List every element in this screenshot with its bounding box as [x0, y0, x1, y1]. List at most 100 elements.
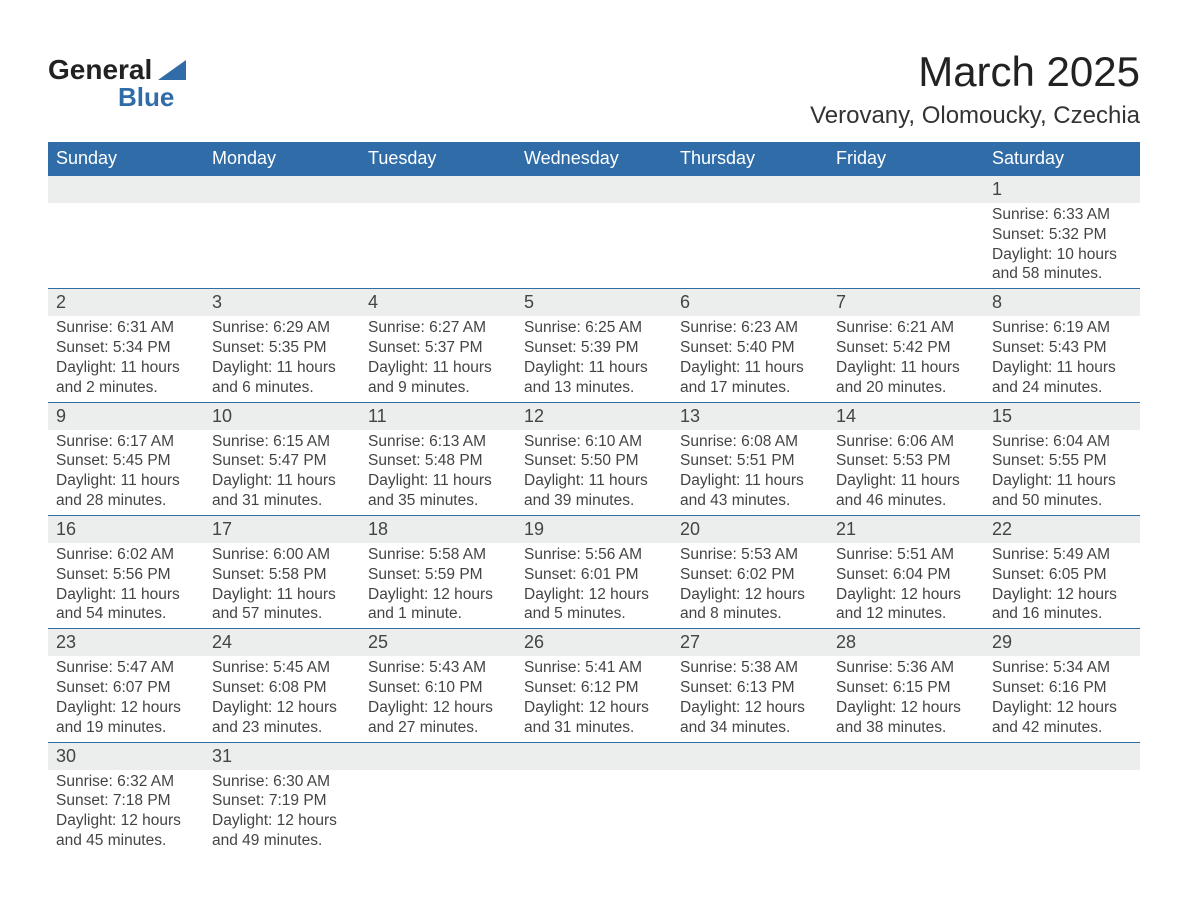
calendar-cell: 17Sunrise: 6:00 AMSunset: 5:58 PMDayligh…	[204, 515, 360, 628]
sunset-text: Sunset: 5:39 PM	[524, 338, 664, 358]
calendar-cell: 27Sunrise: 5:38 AMSunset: 6:13 PMDayligh…	[672, 629, 828, 742]
day-details: Sunrise: 5:56 AMSunset: 6:01 PMDaylight:…	[516, 543, 672, 628]
sunrise-text: Sunrise: 5:36 AM	[836, 658, 976, 678]
day-details-empty	[516, 203, 672, 283]
day-number: 17	[204, 516, 360, 543]
day-details: Sunrise: 6:30 AMSunset: 7:19 PMDaylight:…	[204, 770, 360, 855]
day-header: Friday	[828, 142, 984, 176]
daylight-text: Daylight: 12 hours and 38 minutes.	[836, 698, 976, 738]
daylight-text: Daylight: 11 hours and 50 minutes.	[992, 471, 1132, 511]
sunset-text: Sunset: 6:05 PM	[992, 565, 1132, 585]
daylight-text: Daylight: 12 hours and 12 minutes.	[836, 585, 976, 625]
day-number: 11	[360, 403, 516, 430]
calendar-week: 23Sunrise: 5:47 AMSunset: 6:07 PMDayligh…	[48, 629, 1140, 742]
calendar-cell: 22Sunrise: 5:49 AMSunset: 6:05 PMDayligh…	[984, 515, 1140, 628]
calendar-cell: 16Sunrise: 6:02 AMSunset: 5:56 PMDayligh…	[48, 515, 204, 628]
day-details: Sunrise: 5:45 AMSunset: 6:08 PMDaylight:…	[204, 656, 360, 741]
day-number: 21	[828, 516, 984, 543]
daylight-text: Daylight: 11 hours and 46 minutes.	[836, 471, 976, 511]
sunrise-text: Sunrise: 6:00 AM	[212, 545, 352, 565]
sunset-text: Sunset: 5:35 PM	[212, 338, 352, 358]
calendar-cell: 3Sunrise: 6:29 AMSunset: 5:35 PMDaylight…	[204, 289, 360, 402]
calendar-cell: 26Sunrise: 5:41 AMSunset: 6:12 PMDayligh…	[516, 629, 672, 742]
day-header: Tuesday	[360, 142, 516, 176]
calendar-cell: 2Sunrise: 6:31 AMSunset: 5:34 PMDaylight…	[48, 289, 204, 402]
sunrise-text: Sunrise: 6:08 AM	[680, 432, 820, 452]
day-details-empty	[48, 203, 204, 283]
sunrise-text: Sunrise: 5:34 AM	[992, 658, 1132, 678]
day-details: Sunrise: 5:34 AMSunset: 6:16 PMDaylight:…	[984, 656, 1140, 741]
calendar-cell: 1Sunrise: 6:33 AMSunset: 5:32 PMDaylight…	[984, 176, 1140, 289]
daylight-text: Daylight: 12 hours and 31 minutes.	[524, 698, 664, 738]
calendar-cell: 25Sunrise: 5:43 AMSunset: 6:10 PMDayligh…	[360, 629, 516, 742]
day-number: 28	[828, 629, 984, 656]
sunrise-text: Sunrise: 5:53 AM	[680, 545, 820, 565]
day-details: Sunrise: 6:25 AMSunset: 5:39 PMDaylight:…	[516, 316, 672, 401]
day-number	[48, 176, 204, 203]
sunset-text: Sunset: 5:59 PM	[368, 565, 508, 585]
sunset-text: Sunset: 5:45 PM	[56, 451, 196, 471]
sunrise-text: Sunrise: 5:41 AM	[524, 658, 664, 678]
sunset-text: Sunset: 6:10 PM	[368, 678, 508, 698]
sunrise-text: Sunrise: 5:56 AM	[524, 545, 664, 565]
day-number	[360, 743, 516, 770]
calendar-cell	[516, 176, 672, 289]
daylight-text: Daylight: 12 hours and 19 minutes.	[56, 698, 196, 738]
calendar-cell: 13Sunrise: 6:08 AMSunset: 5:51 PMDayligh…	[672, 402, 828, 515]
sunset-text: Sunset: 5:50 PM	[524, 451, 664, 471]
calendar-cell	[672, 742, 828, 855]
sunrise-text: Sunrise: 6:10 AM	[524, 432, 664, 452]
brand-logo: General Blue	[48, 48, 186, 110]
calendar-cell: 29Sunrise: 5:34 AMSunset: 6:16 PMDayligh…	[984, 629, 1140, 742]
day-number	[828, 176, 984, 203]
day-number	[984, 743, 1140, 770]
calendar-cell: 14Sunrise: 6:06 AMSunset: 5:53 PMDayligh…	[828, 402, 984, 515]
daylight-text: Daylight: 11 hours and 6 minutes.	[212, 358, 352, 398]
sunrise-text: Sunrise: 5:38 AM	[680, 658, 820, 678]
sunset-text: Sunset: 6:02 PM	[680, 565, 820, 585]
sunrise-text: Sunrise: 5:47 AM	[56, 658, 196, 678]
daylight-text: Daylight: 12 hours and 23 minutes.	[212, 698, 352, 738]
daylight-text: Daylight: 11 hours and 35 minutes.	[368, 471, 508, 511]
day-number: 25	[360, 629, 516, 656]
day-details: Sunrise: 6:31 AMSunset: 5:34 PMDaylight:…	[48, 316, 204, 401]
sunset-text: Sunset: 6:16 PM	[992, 678, 1132, 698]
day-details: Sunrise: 5:47 AMSunset: 6:07 PMDaylight:…	[48, 656, 204, 741]
sunrise-text: Sunrise: 6:17 AM	[56, 432, 196, 452]
sunrise-text: Sunrise: 5:58 AM	[368, 545, 508, 565]
day-number: 10	[204, 403, 360, 430]
calendar-cell: 31Sunrise: 6:30 AMSunset: 7:19 PMDayligh…	[204, 742, 360, 855]
day-details: Sunrise: 6:32 AMSunset: 7:18 PMDaylight:…	[48, 770, 204, 855]
sunrise-text: Sunrise: 6:02 AM	[56, 545, 196, 565]
day-number: 2	[48, 289, 204, 316]
calendar-cell: 11Sunrise: 6:13 AMSunset: 5:48 PMDayligh…	[360, 402, 516, 515]
sunrise-text: Sunrise: 6:33 AM	[992, 205, 1132, 225]
sunrise-text: Sunrise: 6:27 AM	[368, 318, 508, 338]
sunrise-text: Sunrise: 6:25 AM	[524, 318, 664, 338]
day-number	[672, 176, 828, 203]
sunset-text: Sunset: 6:12 PM	[524, 678, 664, 698]
day-details: Sunrise: 6:06 AMSunset: 5:53 PMDaylight:…	[828, 430, 984, 515]
day-details: Sunrise: 6:27 AMSunset: 5:37 PMDaylight:…	[360, 316, 516, 401]
calendar-cell	[48, 176, 204, 289]
daylight-text: Daylight: 12 hours and 27 minutes.	[368, 698, 508, 738]
sunrise-text: Sunrise: 6:29 AM	[212, 318, 352, 338]
sunset-text: Sunset: 5:51 PM	[680, 451, 820, 471]
day-details: Sunrise: 6:17 AMSunset: 5:45 PMDaylight:…	[48, 430, 204, 515]
day-details: Sunrise: 5:49 AMSunset: 6:05 PMDaylight:…	[984, 543, 1140, 628]
calendar-cell: 18Sunrise: 5:58 AMSunset: 5:59 PMDayligh…	[360, 515, 516, 628]
calendar-cell: 8Sunrise: 6:19 AMSunset: 5:43 PMDaylight…	[984, 289, 1140, 402]
daylight-text: Daylight: 11 hours and 24 minutes.	[992, 358, 1132, 398]
sunrise-text: Sunrise: 6:23 AM	[680, 318, 820, 338]
sunrise-text: Sunrise: 6:19 AM	[992, 318, 1132, 338]
calendar-cell	[360, 176, 516, 289]
day-number: 31	[204, 743, 360, 770]
day-number: 19	[516, 516, 672, 543]
page-header: General Blue March 2025 Verovany, Olomou…	[48, 48, 1140, 130]
brand-name-top: General	[48, 56, 152, 84]
day-header: Monday	[204, 142, 360, 176]
calendar-cell: 10Sunrise: 6:15 AMSunset: 5:47 PMDayligh…	[204, 402, 360, 515]
calendar-week: 2Sunrise: 6:31 AMSunset: 5:34 PMDaylight…	[48, 289, 1140, 402]
day-number: 16	[48, 516, 204, 543]
sunset-text: Sunset: 6:04 PM	[836, 565, 976, 585]
